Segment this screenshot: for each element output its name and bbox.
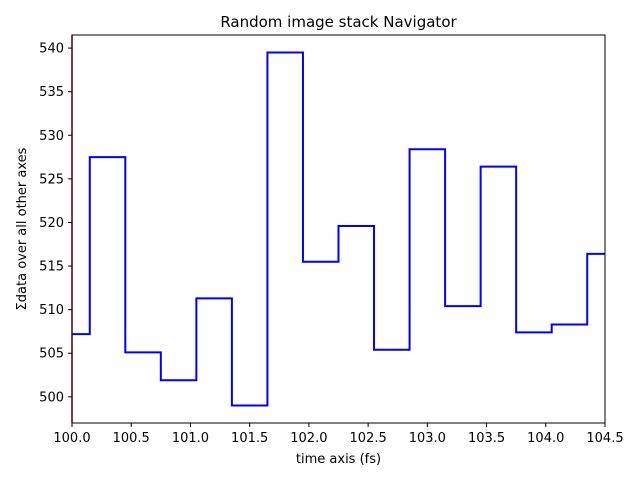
x-tick-label: 104.0 <box>527 431 564 446</box>
y-axis-label: Σdata over all other axes <box>15 147 30 310</box>
chart-title: Random image stack Navigator <box>220 13 457 31</box>
y-tick-label: 515 <box>39 260 64 275</box>
y-axis: 500 505 510 515 520 525 530 535 540 <box>39 42 72 405</box>
y-tick-label: 530 <box>39 129 64 144</box>
series-layer <box>72 51 605 407</box>
x-tick-label: 100.5 <box>113 431 150 446</box>
y-tick-label: 525 <box>39 172 64 187</box>
x-tick-label: 103.0 <box>409 431 446 446</box>
x-tick-label: 103.5 <box>468 431 505 446</box>
x-axis-label: time axis (fs) <box>296 452 381 467</box>
y-tick-label: 535 <box>39 85 64 100</box>
y-tick-label: 540 <box>39 42 64 57</box>
x-tick-label: 101.5 <box>231 431 268 446</box>
y-tick-label: 510 <box>39 303 64 318</box>
plot-frame <box>71 34 606 424</box>
x-axis: 100.0 100.5 101.0 101.5 102.0 102.5 103.0 103.5… <box>53 423 624 446</box>
x-tick-label: 102.0 <box>290 431 327 446</box>
x-tick-label: 104.5 <box>586 431 623 446</box>
y-tick-label: 520 <box>39 216 64 231</box>
series-line <box>72 51 605 407</box>
x-tick-label: 102.5 <box>350 431 387 446</box>
y-tick-label: 505 <box>39 347 64 362</box>
y-tick-label: 500 <box>39 390 64 405</box>
x-tick-label: 101.0 <box>172 431 209 446</box>
x-tick-label: 100.0 <box>53 431 90 446</box>
plot-area[interactable] <box>71 34 606 424</box>
